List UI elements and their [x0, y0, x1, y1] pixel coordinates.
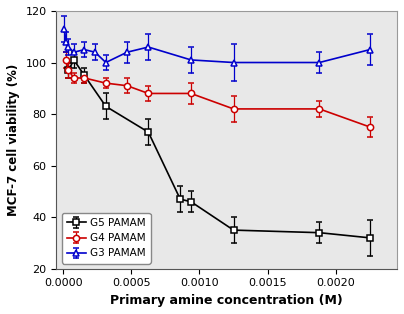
Legend: G5 PAMAM, G4 PAMAM, G3 PAMAM: G5 PAMAM, G4 PAMAM, G3 PAMAM	[61, 213, 151, 263]
Y-axis label: MCF-7 cell viability (%): MCF-7 cell viability (%)	[7, 64, 20, 216]
X-axis label: Primary amine concentration (M): Primary amine concentration (M)	[110, 294, 343, 307]
